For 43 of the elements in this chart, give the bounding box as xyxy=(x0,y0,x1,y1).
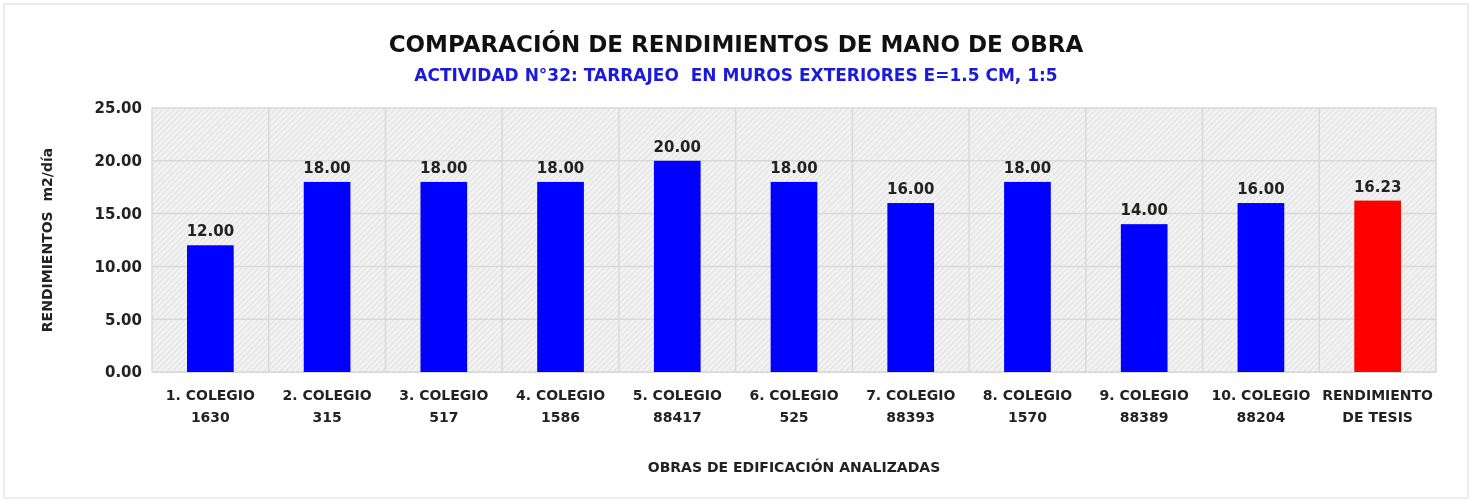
data-label: 18.00 xyxy=(536,158,585,177)
x-tick-label: 7. COLEGIO 88393 xyxy=(866,386,956,426)
y-tick-label: 25.00 xyxy=(94,99,142,118)
x-tick-label: 8. COLEGIO 1570 xyxy=(982,386,1073,426)
bar xyxy=(537,181,584,372)
x-tick-label: 3. COLEGIO 517 xyxy=(399,386,489,426)
data-label: 20.00 xyxy=(653,137,701,156)
chart-subtitle: ACTIVIDAD N°32: TARRAJEO EN MUROS EXTERIORES E=1.5 CM, 1:5 xyxy=(414,65,1058,85)
bar xyxy=(420,181,468,372)
x-tick-label: 4. COLEGIO 1586 xyxy=(515,386,606,426)
data-label: 18.00 xyxy=(420,158,468,177)
bar xyxy=(1237,203,1285,372)
x-tick-label: 9. COLEGIO 88389 xyxy=(1099,386,1189,426)
data-label: 16.00 xyxy=(887,180,935,199)
data-label: 18.00 xyxy=(1003,158,1052,177)
chart-title: COMPARACIÓN DE RENDIMIENTOS DE MANO DE OBRA xyxy=(388,30,1084,57)
y-axis-title: RENDIMIENTOS m2/día xyxy=(39,147,55,333)
x-tick-label: 5. COLEGIO 88417 xyxy=(632,386,722,426)
y-tick-label: 0.00 xyxy=(104,363,142,382)
y-tick-label: 20.00 xyxy=(94,152,142,171)
x-tick-label: 2. COLEGIO 315 xyxy=(282,386,372,426)
x-tick-label: 10. COLEGIO 88204 xyxy=(1211,386,1311,426)
y-tick-label: 10.00 xyxy=(94,257,142,276)
bar xyxy=(187,245,234,372)
x-axis-title: OBRAS DE EDIFICACIÓN ANALIZADAS xyxy=(647,458,941,475)
x-tick-label: 1. COLEGIO 1630 xyxy=(165,386,256,426)
bar xyxy=(1004,181,1051,372)
data-label: 18.00 xyxy=(303,158,351,177)
data-label: 18.00 xyxy=(770,158,818,177)
bar xyxy=(887,203,935,372)
bar xyxy=(653,160,701,372)
data-label: 16.23 xyxy=(1353,177,1402,196)
bar xyxy=(1354,200,1401,372)
data-label: 14.00 xyxy=(1120,201,1168,220)
bar xyxy=(1120,224,1168,372)
data-label: 16.00 xyxy=(1237,180,1285,199)
x-tick-label: RENDIMIENTO DE TESIS xyxy=(1322,386,1434,426)
y-tick-label: 15.00 xyxy=(94,204,142,223)
bar xyxy=(303,181,351,372)
bar xyxy=(770,181,818,372)
x-tick-label: 6. COLEGIO 525 xyxy=(749,386,839,426)
data-label: 12.00 xyxy=(186,222,235,241)
y-tick-label: 5.00 xyxy=(104,310,142,329)
